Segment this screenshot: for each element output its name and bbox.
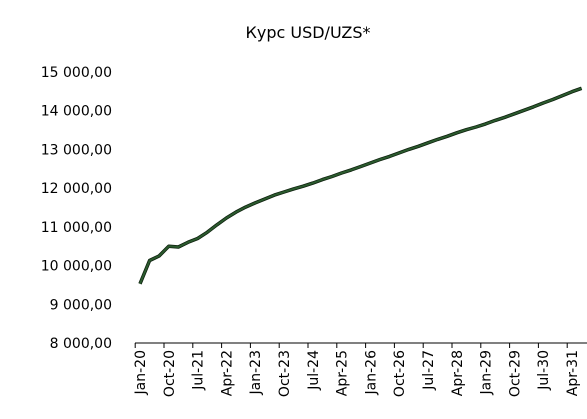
x-tick-label: Jan-29 [479,350,495,395]
y-tick-label: 14 000,00 [41,104,112,120]
x-tick-label: Apr-25 [335,350,351,396]
line [139,87,582,285]
x-tick-label: Apr-22 [219,350,235,396]
x-tick-label: Jan-20 [133,350,149,395]
y-tick-label: 8 000,00 [50,336,112,352]
y-tick-label: 12 000,00 [41,181,112,197]
chart-title: Курс USD/UZS* [246,23,371,42]
x-tick-label: Jul-30 [536,350,552,391]
x-tick-label: Oct-29 [507,350,523,397]
x-tick-label: Oct-20 [162,350,178,397]
x-tick-label: Jul-24 [306,350,322,391]
x-tick-label: Oct-23 [277,350,293,397]
x-tick-label: Jul-27 [421,350,437,391]
y-tick-label: 10 000,00 [41,259,112,275]
x-tick-label: Jan-26 [363,350,379,396]
x-tick-label: Apr-28 [450,350,466,396]
y-tick-label: 11 000,00 [41,220,112,236]
x-tick-label: Oct-26 [392,350,408,397]
x-tick-label: Jan-23 [248,350,264,395]
line-outline [138,86,583,285]
y-tick-label: 9 000,00 [50,297,112,313]
y-tick-label: 15 000,00 [41,65,112,81]
y-tick-label: 13 000,00 [41,142,112,158]
x-tick-label: Jul-21 [191,350,207,391]
x-tick-label: Apr-31 [565,350,581,396]
